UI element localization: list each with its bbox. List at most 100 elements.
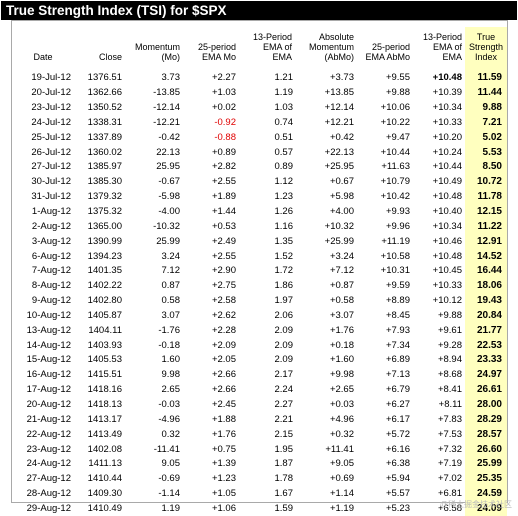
cell-tsi: 28.57 <box>465 427 507 443</box>
cell-close: 1365.00 <box>87 220 122 232</box>
cell-date: 22-Aug-12 <box>26 428 71 440</box>
cell-abs-momentum: +0.03 <box>329 398 354 410</box>
table-body: 19-Jul-12 1376.51 3.73 +2.27 1.21 +3.73 +9.55 +… <box>12 71 507 516</box>
header-date: Date <box>33 52 53 62</box>
cell-momentum: -10.32 <box>153 220 180 232</box>
cell-ema25-abmo: +10.06 <box>380 102 410 114</box>
cell-tsi: 24.59 <box>465 486 507 502</box>
cell-momentum: 2.65 <box>161 384 181 396</box>
cell-ema25-abmo: +10.22 <box>380 116 410 128</box>
cell-tsi: 9.88 <box>465 100 507 116</box>
table-row: 8-Aug-12 1402.22 0.87 +2.75 1.86 +0.87 +9.59 +1… <box>12 278 507 294</box>
watermark-text: @稀土掘金技术社区 <box>439 500 512 509</box>
cell-ema13-ema-abmo: +7.32 <box>437 443 462 455</box>
cell-date: 13-Aug-12 <box>26 324 71 336</box>
cell-ema13-ema: 2.06 <box>274 309 294 321</box>
table-row: 3-Aug-12 1390.99 25.99 +2.49 1.35 +25.99 +11.1… <box>12 234 507 250</box>
cell-ema25-mo: +2.66 <box>211 384 236 396</box>
cell-date: 15-Aug-12 <box>26 354 71 366</box>
cell-abs-momentum: +9.98 <box>329 369 354 381</box>
cell-date: 10-Aug-12 <box>26 309 71 321</box>
cell-abs-momentum: +1.76 <box>329 324 354 336</box>
cell-ema25-mo: +1.05 <box>211 488 236 500</box>
cell-ema13-ema: 2.24 <box>274 384 294 396</box>
cell-ema13-ema-abmo: +8.68 <box>437 369 462 381</box>
cell-abs-momentum: +3.24 <box>329 250 354 262</box>
cell-ema13-ema: 1.35 <box>274 235 294 247</box>
header-spacer <box>12 67 507 71</box>
cell-momentum: 1.60 <box>161 354 181 366</box>
cell-tsi: 14.52 <box>465 249 507 264</box>
cell-ema13-ema-abmo: +10.46 <box>432 235 462 247</box>
cell-ema25-abmo: +6.17 <box>385 413 410 425</box>
table-row: 29-Aug-12 1410.49 1.19 +1.06 1.59 +1.19 +5.23 +… <box>12 501 507 516</box>
cell-date: 25-Jul-12 <box>31 131 71 143</box>
cell-close: 1376.51 <box>87 72 122 84</box>
table-row: 16-Aug-12 1415.51 9.98 +2.66 2.17 +9.98 +7.13 +… <box>12 367 507 383</box>
cell-ema25-abmo: +8.89 <box>385 295 410 307</box>
cell-close: 1360.02 <box>87 146 122 158</box>
cell-tsi: 16.44 <box>465 263 507 279</box>
header-close: Close <box>98 52 122 62</box>
cell-abs-momentum: +1.19 <box>329 502 354 514</box>
cell-ema25-mo: +2.09 <box>211 339 236 351</box>
title-banner: True Strength Index (TSI) for $SPX <box>1 1 517 20</box>
cell-tsi: 11.59 <box>465 71 507 86</box>
cell-ema25-mo: +2.55 <box>211 176 236 188</box>
cell-close: 1415.51 <box>87 369 122 381</box>
header-tsi: True Strength Index <box>465 27 507 67</box>
cell-tsi: 10.72 <box>465 174 507 190</box>
cell-momentum: -5.98 <box>158 191 180 203</box>
cell-date: 24-Jul-12 <box>31 116 71 128</box>
cell-momentum: -12.14 <box>153 102 180 114</box>
cell-ema25-abmo: +6.79 <box>385 384 410 396</box>
cell-abs-momentum: +2.65 <box>329 384 354 396</box>
cell-ema25-mo: +0.75 <box>211 443 236 455</box>
cell-ema25-abmo: +10.79 <box>380 176 410 188</box>
cell-close: 1350.52 <box>87 102 122 114</box>
cell-abs-momentum: +0.67 <box>329 176 354 188</box>
table-row: 24-Aug-12 1411.13 9.05 +1.39 1.87 +9.05 +6.38 +… <box>12 456 507 472</box>
cell-ema25-mo: +1.06 <box>211 502 236 514</box>
cell-tsi: 8.50 <box>465 160 507 175</box>
cell-ema25-mo: +0.89 <box>211 146 236 158</box>
cell-tsi: 25.99 <box>465 456 507 472</box>
cell-abs-momentum: +0.58 <box>329 295 354 307</box>
cell-momentum: 25.99 <box>156 235 180 247</box>
cell-ema25-abmo: +11.63 <box>381 161 410 173</box>
table-row: 1-Aug-12 1375.32 -4.00 +1.44 1.26 +4.00 +9.93 +… <box>12 204 507 220</box>
cell-ema25-mo: +1.03 <box>211 87 236 99</box>
cell-abs-momentum: +11.41 <box>325 443 354 455</box>
cell-date: 23-Jul-12 <box>31 102 71 114</box>
header-ema25-abmo: 25-period EMA AbMo <box>365 42 410 62</box>
cell-ema25-mo: +2.55 <box>211 250 236 262</box>
cell-ema25-abmo: +5.23 <box>385 502 410 514</box>
cell-date: 27-Aug-12 <box>26 473 71 485</box>
cell-date: 19-Jul-12 <box>31 72 71 84</box>
cell-abs-momentum: +4.96 <box>329 413 354 425</box>
cell-momentum: -1.76 <box>158 324 180 336</box>
cell-tsi: 12.91 <box>465 234 507 250</box>
header-abs-momentum: Absolute Momentum (AbMo) <box>308 32 354 62</box>
cell-date: 24-Aug-12 <box>26 458 71 470</box>
cell-momentum: -0.67 <box>158 176 180 188</box>
cell-close: 1409.30 <box>87 488 122 500</box>
cell-momentum: 9.98 <box>161 369 181 381</box>
cell-momentum: 22.13 <box>156 146 180 158</box>
cell-ema13-ema: 1.67 <box>274 488 294 500</box>
cell-ema13-ema: 1.12 <box>274 176 294 188</box>
cell-tsi: 19.43 <box>465 293 507 309</box>
cell-ema13-ema: 1.72 <box>274 265 294 277</box>
cell-date: 28-Aug-12 <box>26 488 71 500</box>
cell-ema13-ema-abmo: +7.53 <box>437 428 462 440</box>
cell-abs-momentum: +0.18 <box>329 339 354 351</box>
cell-abs-momentum: +22.13 <box>324 146 354 158</box>
cell-ema25-mo: +1.89 <box>211 191 236 203</box>
cell-date: 7-Aug-12 <box>31 265 71 277</box>
cell-ema25-mo: +2.28 <box>211 324 236 336</box>
cell-date: 21-Aug-12 <box>26 413 71 425</box>
cell-ema25-mo: +2.27 <box>211 72 236 84</box>
table-row: 7-Aug-12 1401.35 7.12 +2.90 1.72 +7.12 +10.31 +… <box>12 263 507 279</box>
cell-abs-momentum: +10.32 <box>324 220 354 232</box>
